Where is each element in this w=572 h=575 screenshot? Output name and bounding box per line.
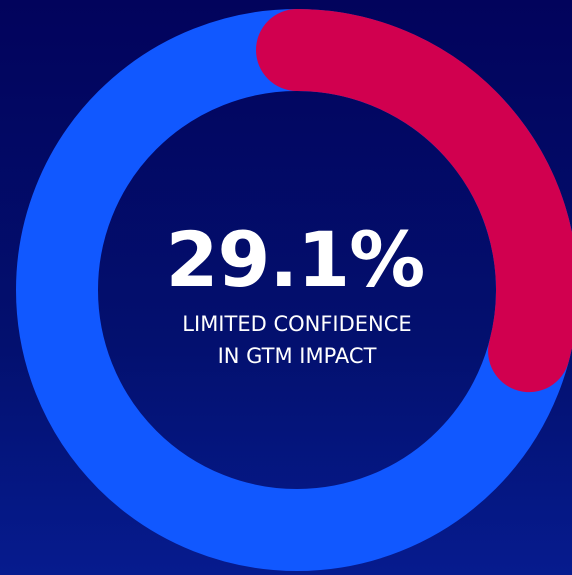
caption-line: LIMITED CONFIDENCE	[182, 312, 411, 336]
caption-line: IN GTM IMPACT	[218, 344, 377, 368]
value-label: 29.1%	[166, 215, 425, 304]
donut-segment	[256, 9, 572, 393]
